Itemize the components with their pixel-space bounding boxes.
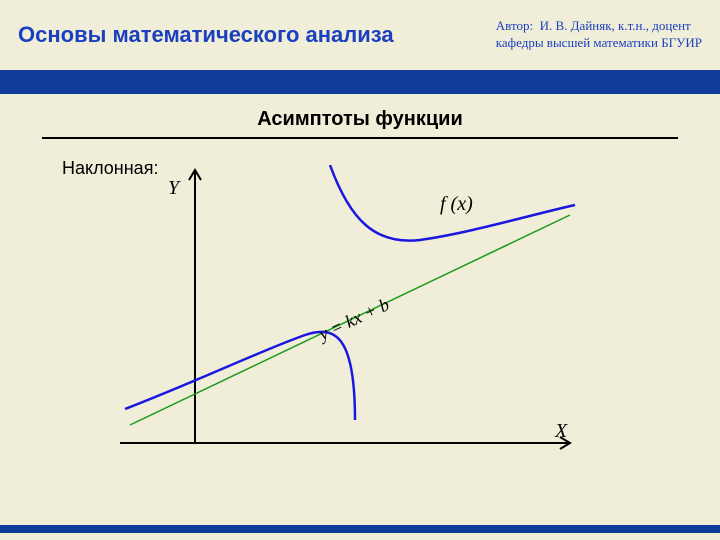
divider xyxy=(42,137,678,139)
x-axis-label: X xyxy=(555,420,567,443)
author-label: Автор: xyxy=(496,18,533,33)
plot-svg xyxy=(100,165,600,505)
page-title: Основы математического анализа xyxy=(18,22,394,48)
author-block: Автор: И. В. Дайняк, к.т.н., доцент кафе… xyxy=(496,18,702,52)
y-axis-label: Y xyxy=(168,177,179,200)
author-name: И. В. Дайняк, к.т.н., доцент xyxy=(540,18,691,33)
author-affiliation: кафедры высшей математики БГУИР xyxy=(496,35,702,50)
header: Основы математического анализа Автор: И.… xyxy=(0,0,720,70)
header-stripe xyxy=(0,70,720,94)
section-title: Асимптоты функции xyxy=(0,108,720,131)
footer-stripe xyxy=(0,525,720,533)
asymptote-plot: Y X f (x) y = kx + b xyxy=(100,165,600,505)
function-label: f (x) xyxy=(440,193,473,216)
